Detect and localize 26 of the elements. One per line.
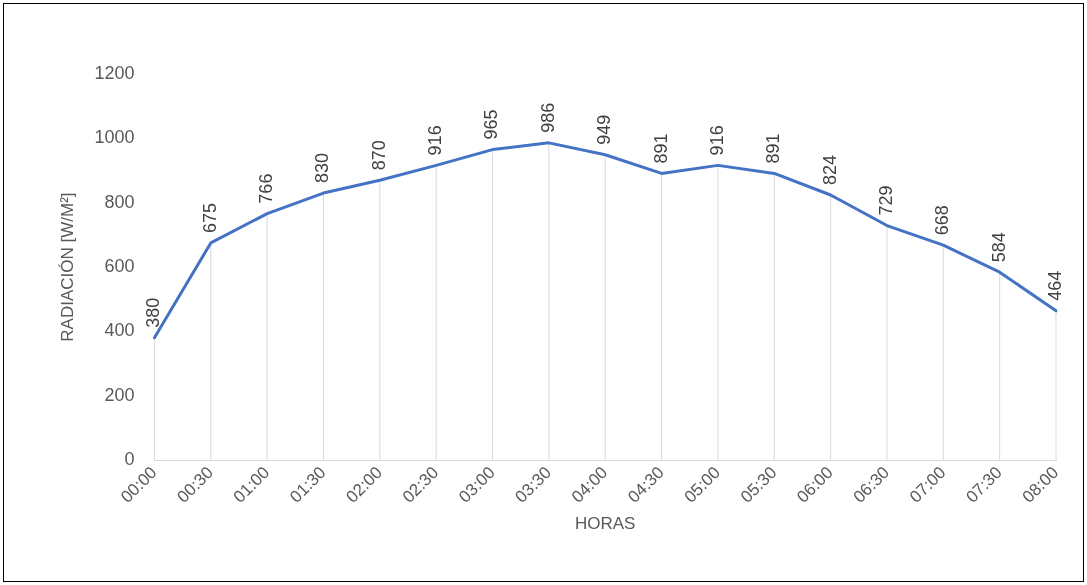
y-tick-label: 600 xyxy=(104,256,135,277)
y-tick-label: 400 xyxy=(104,320,135,341)
data-label: 830 xyxy=(312,153,333,184)
data-label: 986 xyxy=(537,102,558,133)
y-axis-title: RADIACIÓN [W/M²] xyxy=(57,192,77,342)
data-label: 380 xyxy=(143,297,164,328)
x-axis-title: HORAS xyxy=(574,514,636,534)
data-label: 891 xyxy=(650,133,671,164)
y-tick-label: 1200 xyxy=(94,62,135,83)
y-tick-label: 800 xyxy=(104,191,135,212)
data-label: 916 xyxy=(425,125,446,156)
data-label: 870 xyxy=(368,140,389,171)
data-label: 464 xyxy=(1044,270,1065,301)
data-label: 584 xyxy=(988,232,1009,263)
data-label: 949 xyxy=(594,114,615,145)
data-label: 675 xyxy=(199,202,220,233)
data-label: 766 xyxy=(256,173,277,204)
data-label: 668 xyxy=(932,205,953,236)
y-tick-label: 0 xyxy=(124,449,135,470)
y-tick-label: 1000 xyxy=(94,127,135,148)
data-label: 965 xyxy=(481,109,502,140)
data-label: 824 xyxy=(819,154,840,185)
y-tick-label: 200 xyxy=(104,384,135,405)
data-label: 916 xyxy=(706,125,727,156)
data-label: 729 xyxy=(875,185,896,216)
data-label: 891 xyxy=(763,133,784,164)
